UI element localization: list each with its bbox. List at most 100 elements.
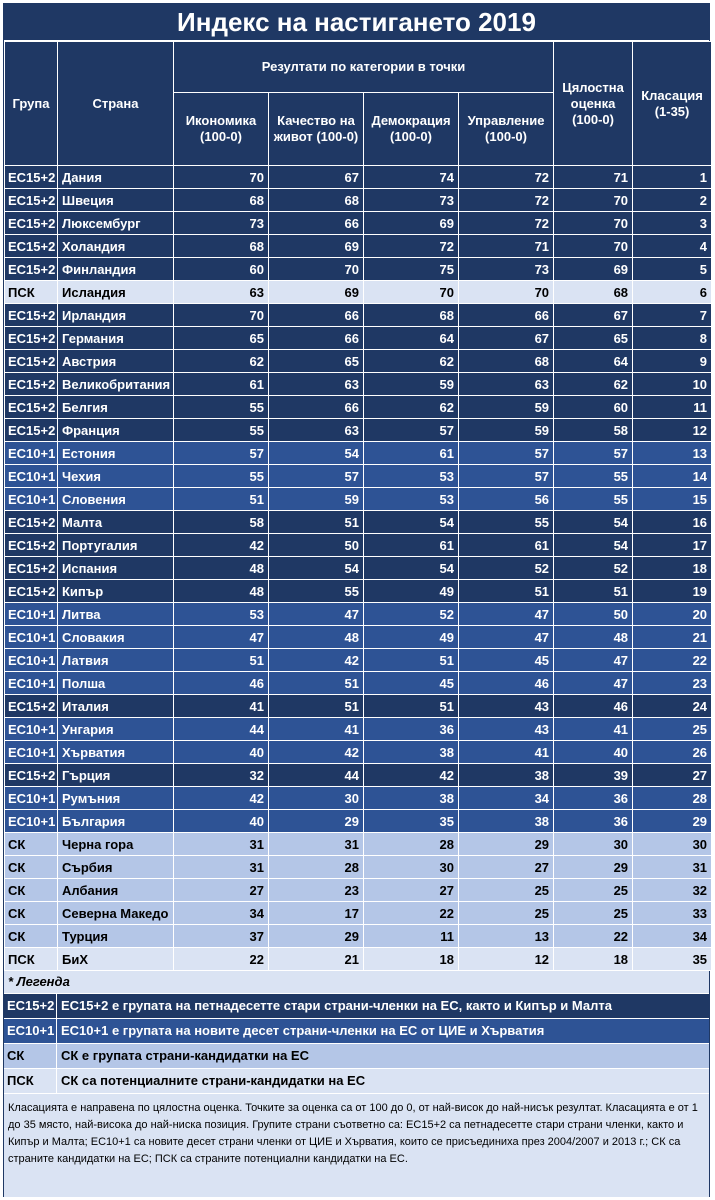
row-democracy: 22	[363, 901, 459, 925]
legend-description: СК е групата страни-кандидатки на ЕС	[61, 1048, 309, 1063]
row-group: ЕС15+2	[4, 579, 58, 603]
table-row: ЕС15+2 Франция 55 63 57 59 58 12	[4, 418, 713, 442]
row-rank: 13	[632, 441, 713, 465]
index-document: Индекс на настигането 2019 Група Страна …	[3, 3, 713, 1197]
row-group: ЕС15+2	[4, 211, 58, 235]
row-governance: 70	[457, 280, 555, 304]
row-country: Холандия	[57, 234, 174, 258]
row-rank: 35	[632, 947, 713, 971]
row-democracy: 30	[363, 855, 459, 879]
row-democracy: 61	[363, 441, 459, 465]
row-economy: 47	[173, 625, 269, 649]
row-country: Португалия	[57, 533, 174, 557]
row-economy: 57	[173, 441, 269, 465]
table-row: СК Черна гора 31 31 28 29 30 30	[4, 832, 713, 856]
row-group: ЕС10+1	[4, 441, 58, 465]
row-governance: 59	[457, 395, 555, 419]
row-overall: 71	[553, 165, 634, 189]
table-row: ЕС10+1 Хърватия 40 42 38 41 40 26	[4, 740, 713, 764]
row-rank: 11	[632, 395, 713, 419]
row-country: Италия	[57, 694, 174, 718]
row-governance: 68	[457, 349, 555, 373]
row-economy: 34	[173, 901, 269, 925]
row-rank: 14	[632, 464, 713, 488]
row-country: Словакия	[57, 625, 174, 649]
row-governance: 51	[457, 579, 555, 603]
row-governance: 61	[457, 533, 555, 557]
row-governance: 12	[457, 947, 555, 971]
row-democracy: 38	[363, 740, 459, 764]
legend-group-code: СК	[4, 1044, 57, 1068]
row-overall: 57	[553, 441, 634, 465]
row-quality-of-life: 51	[268, 671, 364, 695]
header-overall: Цялостна оценка (100-0)	[553, 41, 634, 166]
row-rank: 6	[632, 280, 713, 304]
row-democracy: 59	[363, 372, 459, 396]
row-economy: 61	[173, 372, 269, 396]
row-democracy: 18	[363, 947, 459, 971]
row-democracy: 53	[363, 487, 459, 511]
row-quality-of-life: 66	[268, 395, 364, 419]
row-rank: 21	[632, 625, 713, 649]
row-governance: 13	[457, 924, 555, 948]
header-group: Група	[4, 41, 58, 166]
row-governance: 57	[457, 441, 555, 465]
row-rank: 26	[632, 740, 713, 764]
row-quality-of-life: 66	[268, 211, 364, 235]
table-row: ЕС15+2 Кипър 48 55 49 51 51 19	[4, 579, 713, 603]
row-rank: 28	[632, 786, 713, 810]
row-economy: 51	[173, 648, 269, 672]
row-group: ЕС10+1	[4, 671, 58, 695]
row-group: ЕС15+2	[4, 372, 58, 396]
row-country: Полша	[57, 671, 174, 695]
header-economy: Икономика (100-0)	[173, 92, 269, 166]
row-democracy: 72	[363, 234, 459, 258]
row-group: ЕС10+1	[4, 464, 58, 488]
row-quality-of-life: 31	[268, 832, 364, 856]
row-democracy: 64	[363, 326, 459, 350]
row-overall: 69	[553, 257, 634, 281]
row-overall: 60	[553, 395, 634, 419]
header-democracy: Демокрация (100-0)	[363, 92, 459, 166]
row-group: ЕС15+2	[4, 418, 58, 442]
row-democracy: 11	[363, 924, 459, 948]
row-group: СК	[4, 901, 58, 925]
row-overall: 54	[553, 510, 634, 534]
row-governance: 43	[457, 694, 555, 718]
row-country: Белгия	[57, 395, 174, 419]
row-democracy: 75	[363, 257, 459, 281]
table-row: ЕС15+2 Малта 58 51 54 55 54 16	[4, 510, 713, 534]
legend-group-code: ЕС15+2	[4, 994, 57, 1018]
row-quality-of-life: 42	[268, 740, 364, 764]
row-governance: 41	[457, 740, 555, 764]
row-democracy: 68	[363, 303, 459, 327]
table-row: СК Турция 37 29 11 13 22 34	[4, 924, 713, 948]
header-governance: Управление (100-0)	[457, 92, 555, 166]
row-quality-of-life: 54	[268, 441, 364, 465]
row-country: Естония	[57, 441, 174, 465]
row-rank: 16	[632, 510, 713, 534]
row-economy: 32	[173, 763, 269, 787]
row-country: Люксембург	[57, 211, 174, 235]
table-row: ПСК БиХ 22 21 18 12 18 35	[4, 947, 713, 971]
row-quality-of-life: 70	[268, 257, 364, 281]
row-economy: 51	[173, 487, 269, 511]
row-governance: 38	[457, 763, 555, 787]
row-democracy: 45	[363, 671, 459, 695]
table-body: ЕС15+2 Дания 70 67 74 72 71 1 ЕС15+2 Швеция 68 68 73…	[4, 165, 713, 971]
row-overall: 29	[553, 855, 634, 879]
row-quality-of-life: 23	[268, 878, 364, 902]
row-country: Швеция	[57, 188, 174, 212]
row-group: ЕС15+2	[4, 234, 58, 258]
row-governance: 29	[457, 832, 555, 856]
legend: ЕС15+2 ЕС15+2 е групата на петнадесетте с…	[4, 994, 709, 1094]
table-row: ЕС15+2 Великобритания 61 63 59 63 62 10	[4, 372, 713, 396]
row-group: ЕС10+1	[4, 717, 58, 741]
row-democracy: 73	[363, 188, 459, 212]
row-overall: 48	[553, 625, 634, 649]
row-quality-of-life: 17	[268, 901, 364, 925]
results-table: Група Страна Резултати по категории в то…	[4, 41, 713, 971]
row-economy: 46	[173, 671, 269, 695]
table-row: ЕС10+1 Естония 57 54 61 57 57 13	[4, 441, 713, 465]
row-quality-of-life: 63	[268, 418, 364, 442]
